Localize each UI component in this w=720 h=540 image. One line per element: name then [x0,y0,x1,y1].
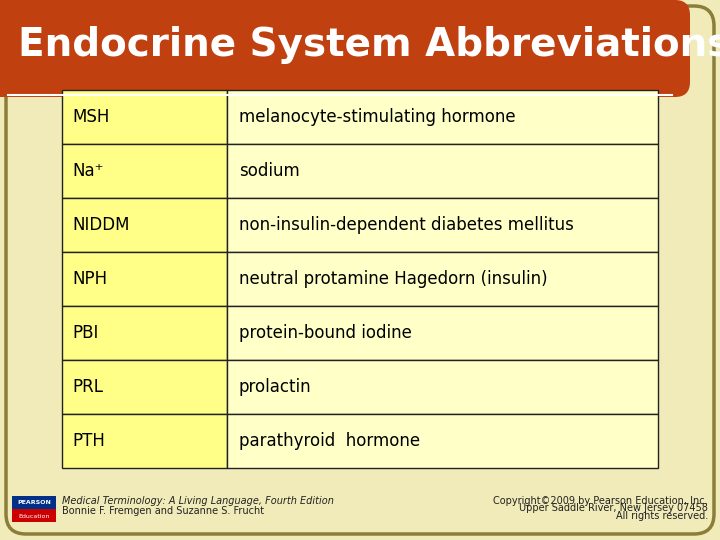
Bar [227,360,658,414]
Bar [227,90,658,144]
Bar [227,252,658,306]
Bar [12,509,56,522]
Text: non-insulin-dependent diabetes mellitus: non-insulin-dependent diabetes mellitus [239,216,574,234]
Text: Endocrine System Abbreviations: Endocrine System Abbreviations [18,26,720,64]
Text: prolactin: prolactin [239,378,312,396]
Text: neutral protamine Hagedorn (insulin): neutral protamine Hagedorn (insulin) [239,270,548,288]
Text: PBI: PBI [72,324,99,342]
Bar [62,306,227,360]
Text: MSH: MSH [72,108,109,126]
Bar [62,90,227,144]
Text: All rights reserved.: All rights reserved. [616,511,708,521]
Bar [62,252,227,306]
Bar [227,306,658,360]
Bar [0,0,650,97]
Bar [62,360,227,414]
Bar [12,496,56,509]
Text: Upper Saddle River, New Jersey 07458: Upper Saddle River, New Jersey 07458 [519,503,708,513]
Text: Bonnie F. Fremgen and Suzanne S. Frucht: Bonnie F. Fremgen and Suzanne S. Frucht [62,506,264,516]
FancyBboxPatch shape [0,0,690,97]
Text: PEARSON: PEARSON [17,501,51,505]
Bar [62,144,227,198]
Text: Copyright©2009 by Pearson Education, Inc.: Copyright©2009 by Pearson Education, Inc… [493,496,708,506]
Text: Medical Terminology: A Living Language, Fourth Edition: Medical Terminology: A Living Language, … [62,496,334,506]
Bar [62,414,227,468]
FancyBboxPatch shape [6,6,714,534]
Text: melanocyte-stimulating hormone: melanocyte-stimulating hormone [239,108,516,126]
Text: sodium: sodium [239,162,300,180]
Text: PRL: PRL [72,378,103,396]
Bar [62,198,227,252]
Text: PTH: PTH [72,432,105,450]
Text: NPH: NPH [72,270,107,288]
Text: protein-bound iodine: protein-bound iodine [239,324,412,342]
Bar [227,144,658,198]
Bar [227,198,658,252]
Text: parathyroid  hormone: parathyroid hormone [239,432,420,450]
Bar [227,414,658,468]
Text: Na⁺: Na⁺ [72,162,104,180]
Text: NIDDM: NIDDM [72,216,130,234]
Text: Education: Education [18,514,50,518]
